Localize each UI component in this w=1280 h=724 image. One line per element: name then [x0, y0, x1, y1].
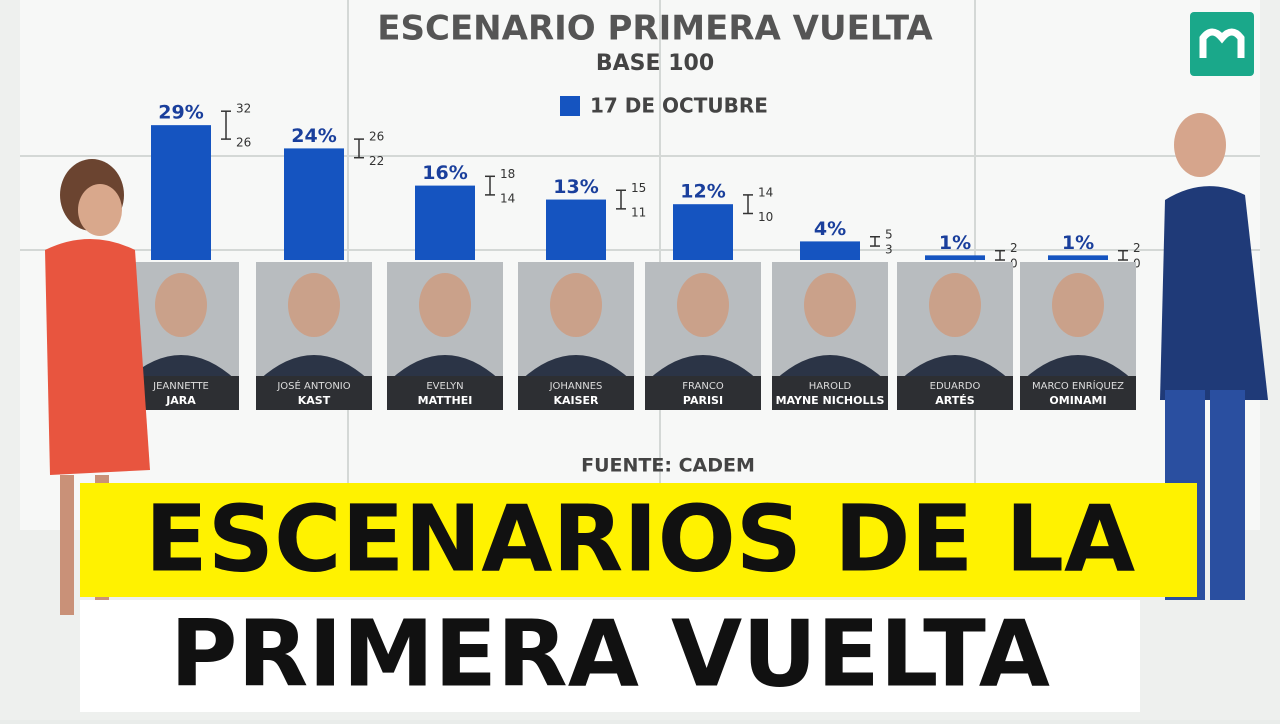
photo-head — [419, 273, 471, 337]
lower-label: 10 — [758, 210, 773, 224]
name-plate — [645, 376, 761, 410]
last-name: PARISI — [683, 394, 723, 407]
name-plate — [897, 376, 1013, 410]
photo-head — [550, 273, 602, 337]
name-plate — [256, 376, 372, 410]
lower-label: 3 — [885, 243, 893, 257]
upper-label: 15 — [631, 181, 646, 195]
source: FUENTE: CADEM — [581, 455, 755, 477]
photo-body — [390, 355, 500, 380]
photo-body — [775, 355, 885, 380]
legend-label: 17 DE OCTUBRE — [590, 94, 768, 118]
upper-label: 14 — [758, 185, 773, 199]
banner-white — [80, 600, 1140, 712]
bar — [415, 185, 475, 260]
name-plate — [518, 376, 634, 410]
photo-body — [126, 355, 236, 380]
first-name: EVELYN — [426, 381, 463, 392]
value-label: 24% — [291, 125, 336, 147]
legend-swatch — [560, 96, 580, 116]
chart-title: ESCENARIO PRIMERA VUELTA — [377, 9, 933, 49]
photo-body — [259, 355, 369, 380]
photo-head — [929, 273, 981, 337]
upper-label: 32 — [236, 102, 251, 116]
lower-label: 26 — [236, 136, 251, 150]
bar — [673, 204, 733, 260]
bar — [800, 241, 860, 260]
photo-head — [677, 273, 729, 337]
lower-label: 0 — [1010, 257, 1018, 271]
value-label: 1% — [939, 232, 971, 254]
upper-label: 5 — [885, 227, 893, 241]
bar — [151, 125, 211, 261]
lower-label: 14 — [500, 191, 515, 205]
bar — [1048, 255, 1108, 260]
first-name: HAROLD — [809, 381, 852, 392]
photo-body — [900, 355, 1010, 380]
bar — [546, 199, 606, 260]
first-name: FRANCO — [682, 381, 724, 392]
first-name: EDUARDO — [930, 381, 981, 392]
banner-line-2: PRIMERA VUELTA — [170, 600, 1050, 707]
upper-label: 26 — [369, 130, 384, 144]
value-label: 13% — [553, 176, 598, 198]
upper-label: 18 — [500, 167, 515, 181]
last-name: JARA — [165, 394, 196, 407]
photo-body — [648, 355, 758, 380]
name-plate — [1020, 376, 1136, 410]
channel-logo — [1190, 12, 1254, 76]
value-label: 29% — [158, 102, 203, 124]
last-name: MAYNE NICHOLLS — [776, 394, 885, 407]
bar — [925, 255, 985, 260]
last-name: ARTÉS — [935, 394, 975, 407]
first-name: MARCO ENRÍQUEZ — [1032, 379, 1124, 392]
bar — [284, 148, 344, 260]
lower-label: 22 — [369, 154, 384, 168]
photo-head — [155, 273, 207, 337]
name-plate — [387, 376, 503, 410]
last-name: KAISER — [553, 394, 599, 407]
upper-label: 2 — [1010, 241, 1018, 255]
name-plate — [772, 376, 888, 410]
first-name: JEANNETTE — [152, 381, 209, 392]
first-name: JOHANNES — [549, 381, 603, 392]
last-name: KAST — [298, 394, 331, 407]
last-name: MATTHEI — [418, 394, 473, 407]
lower-label: 11 — [631, 205, 646, 219]
value-label: 12% — [680, 181, 725, 203]
lower-label: 0 — [1133, 257, 1141, 271]
last-name: OMINAMI — [1049, 394, 1106, 407]
chart-subtitle: BASE 100 — [596, 51, 714, 76]
value-label: 1% — [1062, 232, 1094, 254]
photo-head — [1052, 273, 1104, 337]
value-label: 16% — [422, 162, 467, 184]
photo-body — [1023, 355, 1133, 380]
banner-yellow — [80, 483, 1197, 597]
value-label: 4% — [814, 218, 846, 240]
upper-label: 2 — [1133, 241, 1141, 255]
photo-head — [804, 273, 856, 337]
photo-head — [288, 273, 340, 337]
photo-body — [521, 355, 631, 380]
first-name: JOSÉ ANTONIO — [276, 379, 350, 392]
banner-line-1: ESCENARIOS DE LA — [145, 485, 1135, 592]
